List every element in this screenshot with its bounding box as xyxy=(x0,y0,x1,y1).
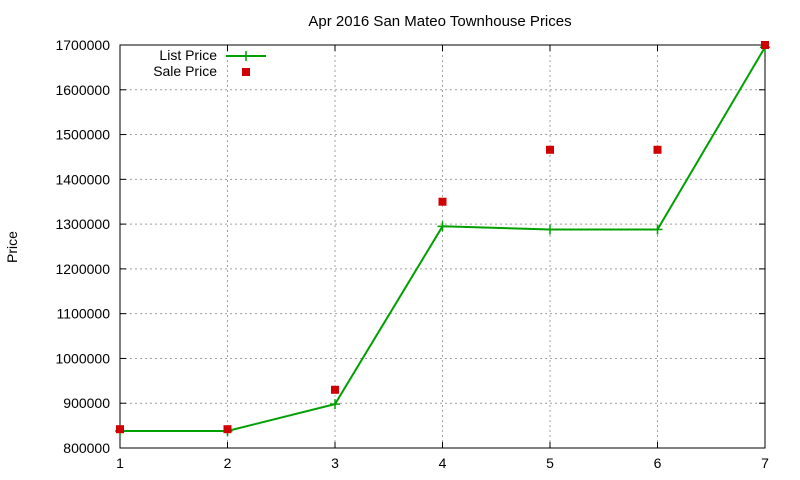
axes: 800000 900000 1000000 1100000 1200000 1300000… xyxy=(55,37,769,471)
y-tick-label-9: 1700000 xyxy=(55,37,110,53)
x-tick-label-3: 4 xyxy=(439,455,447,471)
y-tick-label-6: 1400000 xyxy=(55,171,110,187)
data-point-sale-price-6 xyxy=(761,41,769,49)
legend: List Price Sale Price xyxy=(153,47,266,79)
data-point-sale-price-1 xyxy=(223,425,232,434)
data-point-list-price-4 xyxy=(545,224,555,235)
legend-label-list-price: List Price xyxy=(159,47,217,63)
x-tick-label-0: 1 xyxy=(116,455,124,471)
grid xyxy=(120,45,765,448)
y-tick-label-8: 1600000 xyxy=(55,82,110,98)
chart-title: Apr 2016 San Mateo Townhouse Prices xyxy=(308,13,571,30)
y-tick-label-0: 800000 xyxy=(63,440,110,456)
legend-marker-list-price xyxy=(241,51,251,61)
x-tick-label-1: 2 xyxy=(224,455,232,471)
data-point-list-price-3 xyxy=(437,221,448,232)
data-point-sale-price-3 xyxy=(438,197,447,206)
plot-frame xyxy=(119,44,766,449)
data-point-sale-price-2 xyxy=(331,385,339,394)
x-tick-label-5: 6 xyxy=(654,455,662,471)
data-point-sale-price-0 xyxy=(116,425,124,434)
y-tick-label-4: 1200000 xyxy=(55,261,110,277)
y-tick-label-5: 1300000 xyxy=(55,216,110,232)
x-tick-label-6: 7 xyxy=(761,455,769,471)
legend-marker-sale-price xyxy=(242,68,250,76)
data-point-sale-price-4 xyxy=(546,145,554,154)
y-tick-label-3: 1100000 xyxy=(57,306,111,322)
legend-label-sale-price: Sale Price xyxy=(153,63,217,79)
data-point-sale-price-5 xyxy=(653,145,662,154)
x-tick-label-4: 5 xyxy=(546,455,554,471)
y-axis-label: Price xyxy=(4,231,20,263)
series xyxy=(115,41,770,436)
series-line-list-price xyxy=(120,46,766,432)
x-tick-label-2: 3 xyxy=(331,455,339,471)
data-point-list-price-2 xyxy=(330,399,340,410)
y-tick-label-2: 1000000 xyxy=(55,350,110,366)
y-tick-label-1: 900000 xyxy=(63,395,110,411)
y-tick-label-7: 1500000 xyxy=(55,127,110,143)
data-point-list-price-5 xyxy=(652,224,663,235)
